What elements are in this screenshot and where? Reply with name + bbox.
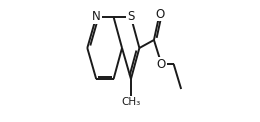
Text: O: O	[155, 7, 164, 20]
Text: CH₃: CH₃	[121, 97, 141, 107]
Text: O: O	[157, 57, 166, 71]
Text: N: N	[92, 10, 101, 24]
Text: S: S	[127, 10, 135, 24]
